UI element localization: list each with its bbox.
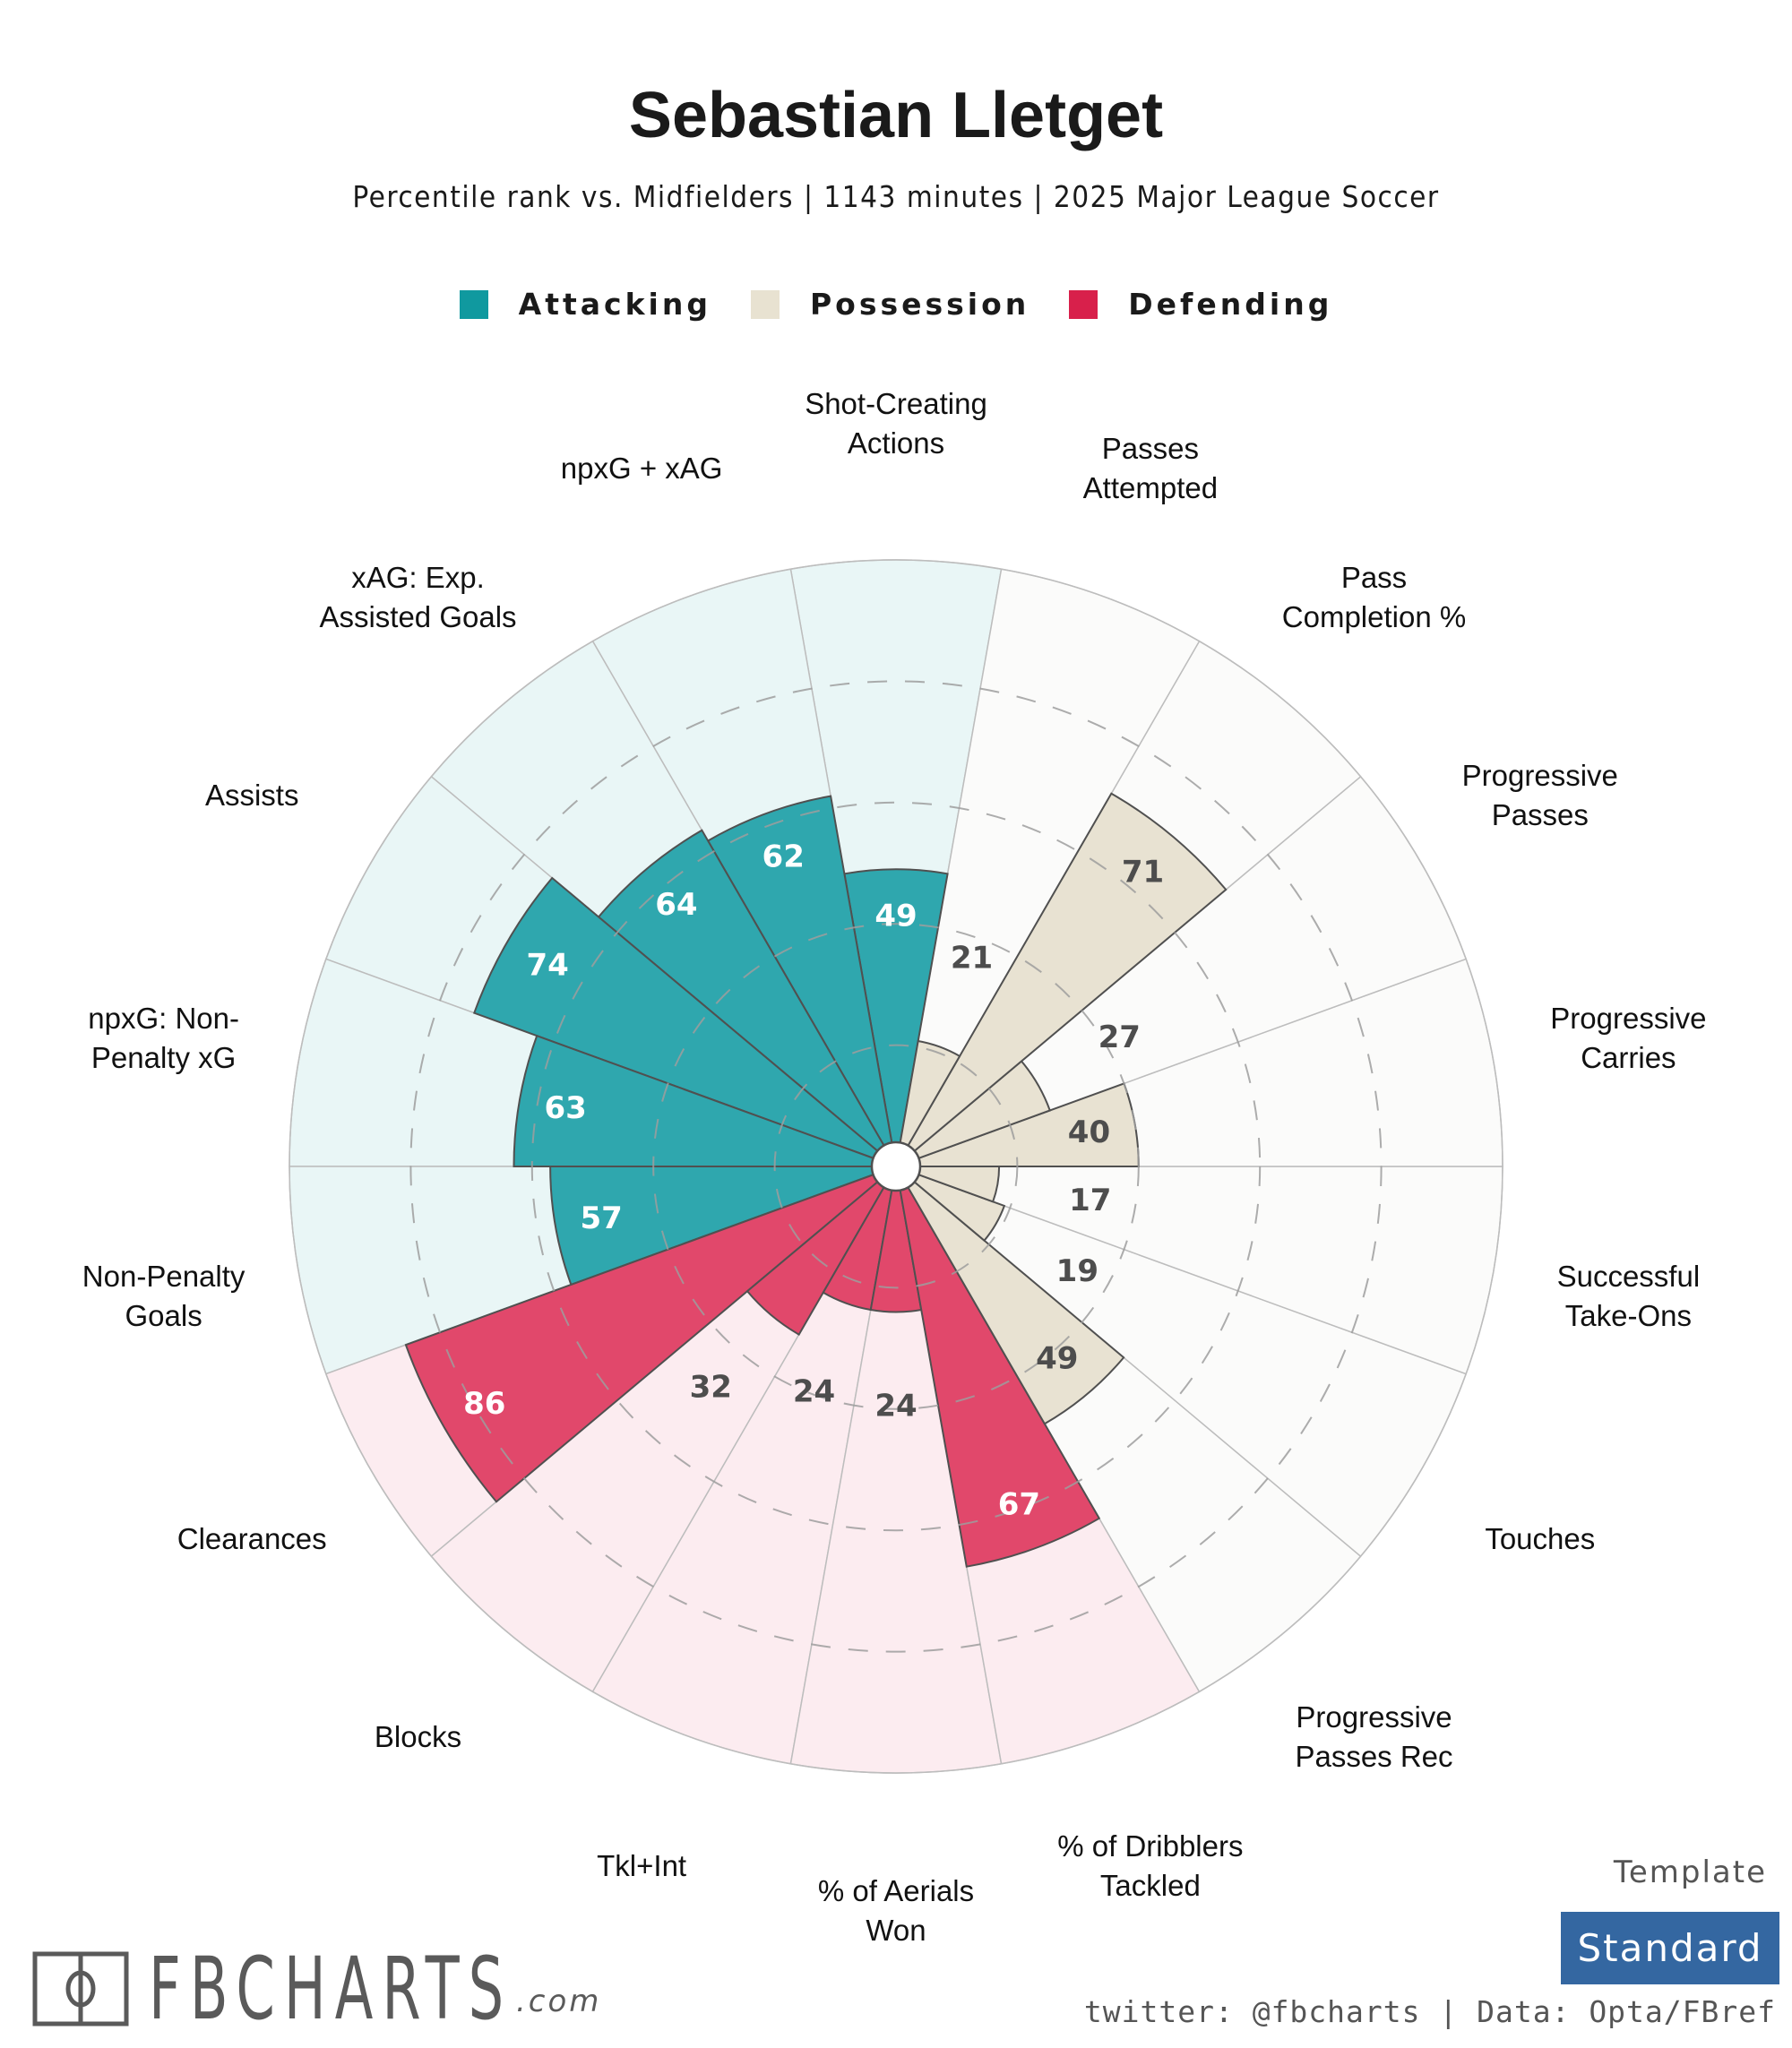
bar-assists xyxy=(472,876,897,1167)
value-label-progressive-carries: 40 xyxy=(1068,1114,1110,1150)
template-badge: Standard xyxy=(1561,1912,1779,1984)
legend: Attacking Possession Defending xyxy=(0,287,1792,322)
metric-labels: Shot-Creating Actions npxG + xAG xAG: Exp. A… xyxy=(82,387,1707,1947)
center-hole xyxy=(870,1140,922,1192)
bars xyxy=(404,792,1228,1568)
metric-label-progressive-carries: Progressive Carries xyxy=(1550,1001,1706,1073)
legend-label: Attacking xyxy=(518,287,711,322)
gridline-40 xyxy=(652,923,1140,1410)
value-label-npxg-non-penalty-xg: 63 xyxy=(545,1090,587,1126)
metric-label-successful-take-ons: Successful Take-Ons xyxy=(1557,1260,1701,1332)
metric-label-shot-creating-actions: Shot-Creating Actions xyxy=(805,387,987,460)
metric-label-assists: Assists xyxy=(205,779,299,812)
value-label-non-penalty-goals: 57 xyxy=(581,1200,623,1236)
value-label-clearances: 86 xyxy=(463,1386,505,1422)
metric-label-progressive-passes-rec: Progressive Passes Rec xyxy=(1295,1699,1452,1772)
bar-passes-attempted xyxy=(895,1039,961,1167)
metric-label-non-penalty-goals: Non-Penalty Goals xyxy=(82,1260,246,1332)
credits: twitter: @fbcharts | Data: Opta/FBref xyxy=(1083,1994,1776,2029)
chart-title: Sebastian Lletget xyxy=(628,80,1164,151)
gridline-20 xyxy=(773,1044,1019,1289)
value-label-assists: 74 xyxy=(527,948,569,984)
legend-label: Defending xyxy=(1128,287,1333,322)
bar-clearances xyxy=(404,1166,897,1503)
value-labels: 49 62 64 74 63 57 86 32 24 24 67 49 19 17 40 27 71 21 xyxy=(463,839,1164,1522)
metric-label-pass-completion: Pass Completion % xyxy=(1282,561,1466,633)
value-label-xag-exp-assisted-goals: 64 xyxy=(655,887,697,923)
metric-label-npxg-non-penalty-xg: npxG: Non-Penalty xG xyxy=(88,1001,239,1073)
bar-non-penalty-goals xyxy=(549,1166,897,1286)
template-label: Template xyxy=(1613,1854,1767,1890)
metric-label-of-dribblers-tackled: % of Dribblers Tackled xyxy=(1057,1829,1243,1901)
bar-xag-exp-assisted-goals xyxy=(597,829,897,1167)
metric-label-progressive-passes: Progressive Passes xyxy=(1462,759,1618,831)
metric-label-of-aerials-won: % of Aerials Won xyxy=(818,1874,974,1947)
metric-label-touches: Touches xyxy=(1485,1522,1595,1555)
gridline-80 xyxy=(409,680,1383,1653)
metric-label-xag-exp-assisted-goals: xAG: Exp. Assisted Goals xyxy=(319,561,516,633)
value-label-tkl-int: 24 xyxy=(793,1373,835,1409)
gridline-60 xyxy=(530,801,1262,1532)
metric-label-passes-attempted: Passes Attempted xyxy=(1083,432,1218,504)
value-label-of-aerials-won: 24 xyxy=(874,1388,917,1424)
bar-pass-completion xyxy=(895,792,1228,1167)
metric-label-blocks: Blocks xyxy=(375,1719,461,1752)
fbcharts-logo: FBCHARTS .com xyxy=(32,1939,654,2039)
legend-swatch-defending xyxy=(1069,289,1098,319)
legend-item-possession: Possession xyxy=(750,287,1030,322)
value-label-progressive-passes: 27 xyxy=(1098,1020,1141,1055)
legend-item-defending: Defending xyxy=(1069,287,1332,322)
metric-label-npxg-xag: npxG + xAG xyxy=(561,452,723,485)
legend-label: Possession xyxy=(809,287,1030,322)
value-label-successful-take-ons: 17 xyxy=(1069,1183,1111,1218)
value-label-progressive-passes-rec: 49 xyxy=(1036,1340,1078,1376)
bar-touches xyxy=(895,1166,1006,1243)
metric-label-clearances: Clearances xyxy=(177,1522,327,1555)
bar-npxg-xag xyxy=(706,795,897,1167)
logo-text: FBCHARTS xyxy=(149,1939,513,2039)
value-label-npxg-xag: 62 xyxy=(762,839,805,874)
pitch-icon xyxy=(32,1951,129,2026)
bar-progressive-passes-rec xyxy=(895,1166,1125,1425)
outer-ring xyxy=(289,559,1503,1774)
legend-item-attacking: Attacking xyxy=(459,287,711,322)
value-label-shot-creating-actions: 49 xyxy=(874,898,917,934)
bar-npxg-non-penalty-xg xyxy=(513,1034,897,1167)
value-label-blocks: 32 xyxy=(690,1369,732,1405)
logo-suffix: .com xyxy=(516,1983,602,2019)
value-label-passes-attempted: 21 xyxy=(951,941,993,977)
legend-swatch-possession xyxy=(750,289,780,319)
bar-of-dribblers-tackled xyxy=(895,1166,1101,1568)
chart-subtitle: Percentile rank vs. Midfielders | 1143 m… xyxy=(352,179,1440,214)
value-label-pass-completion: 71 xyxy=(1122,855,1164,891)
center-circle xyxy=(870,1140,922,1192)
bar-blocks xyxy=(745,1166,897,1336)
legend-swatch-attacking xyxy=(459,289,488,319)
gridlines xyxy=(289,559,1503,1774)
metric-label-tkl-int: Tkl+Int xyxy=(597,1848,686,1881)
value-label-of-dribblers-tackled: 67 xyxy=(998,1486,1040,1522)
value-label-touches: 19 xyxy=(1056,1253,1098,1289)
